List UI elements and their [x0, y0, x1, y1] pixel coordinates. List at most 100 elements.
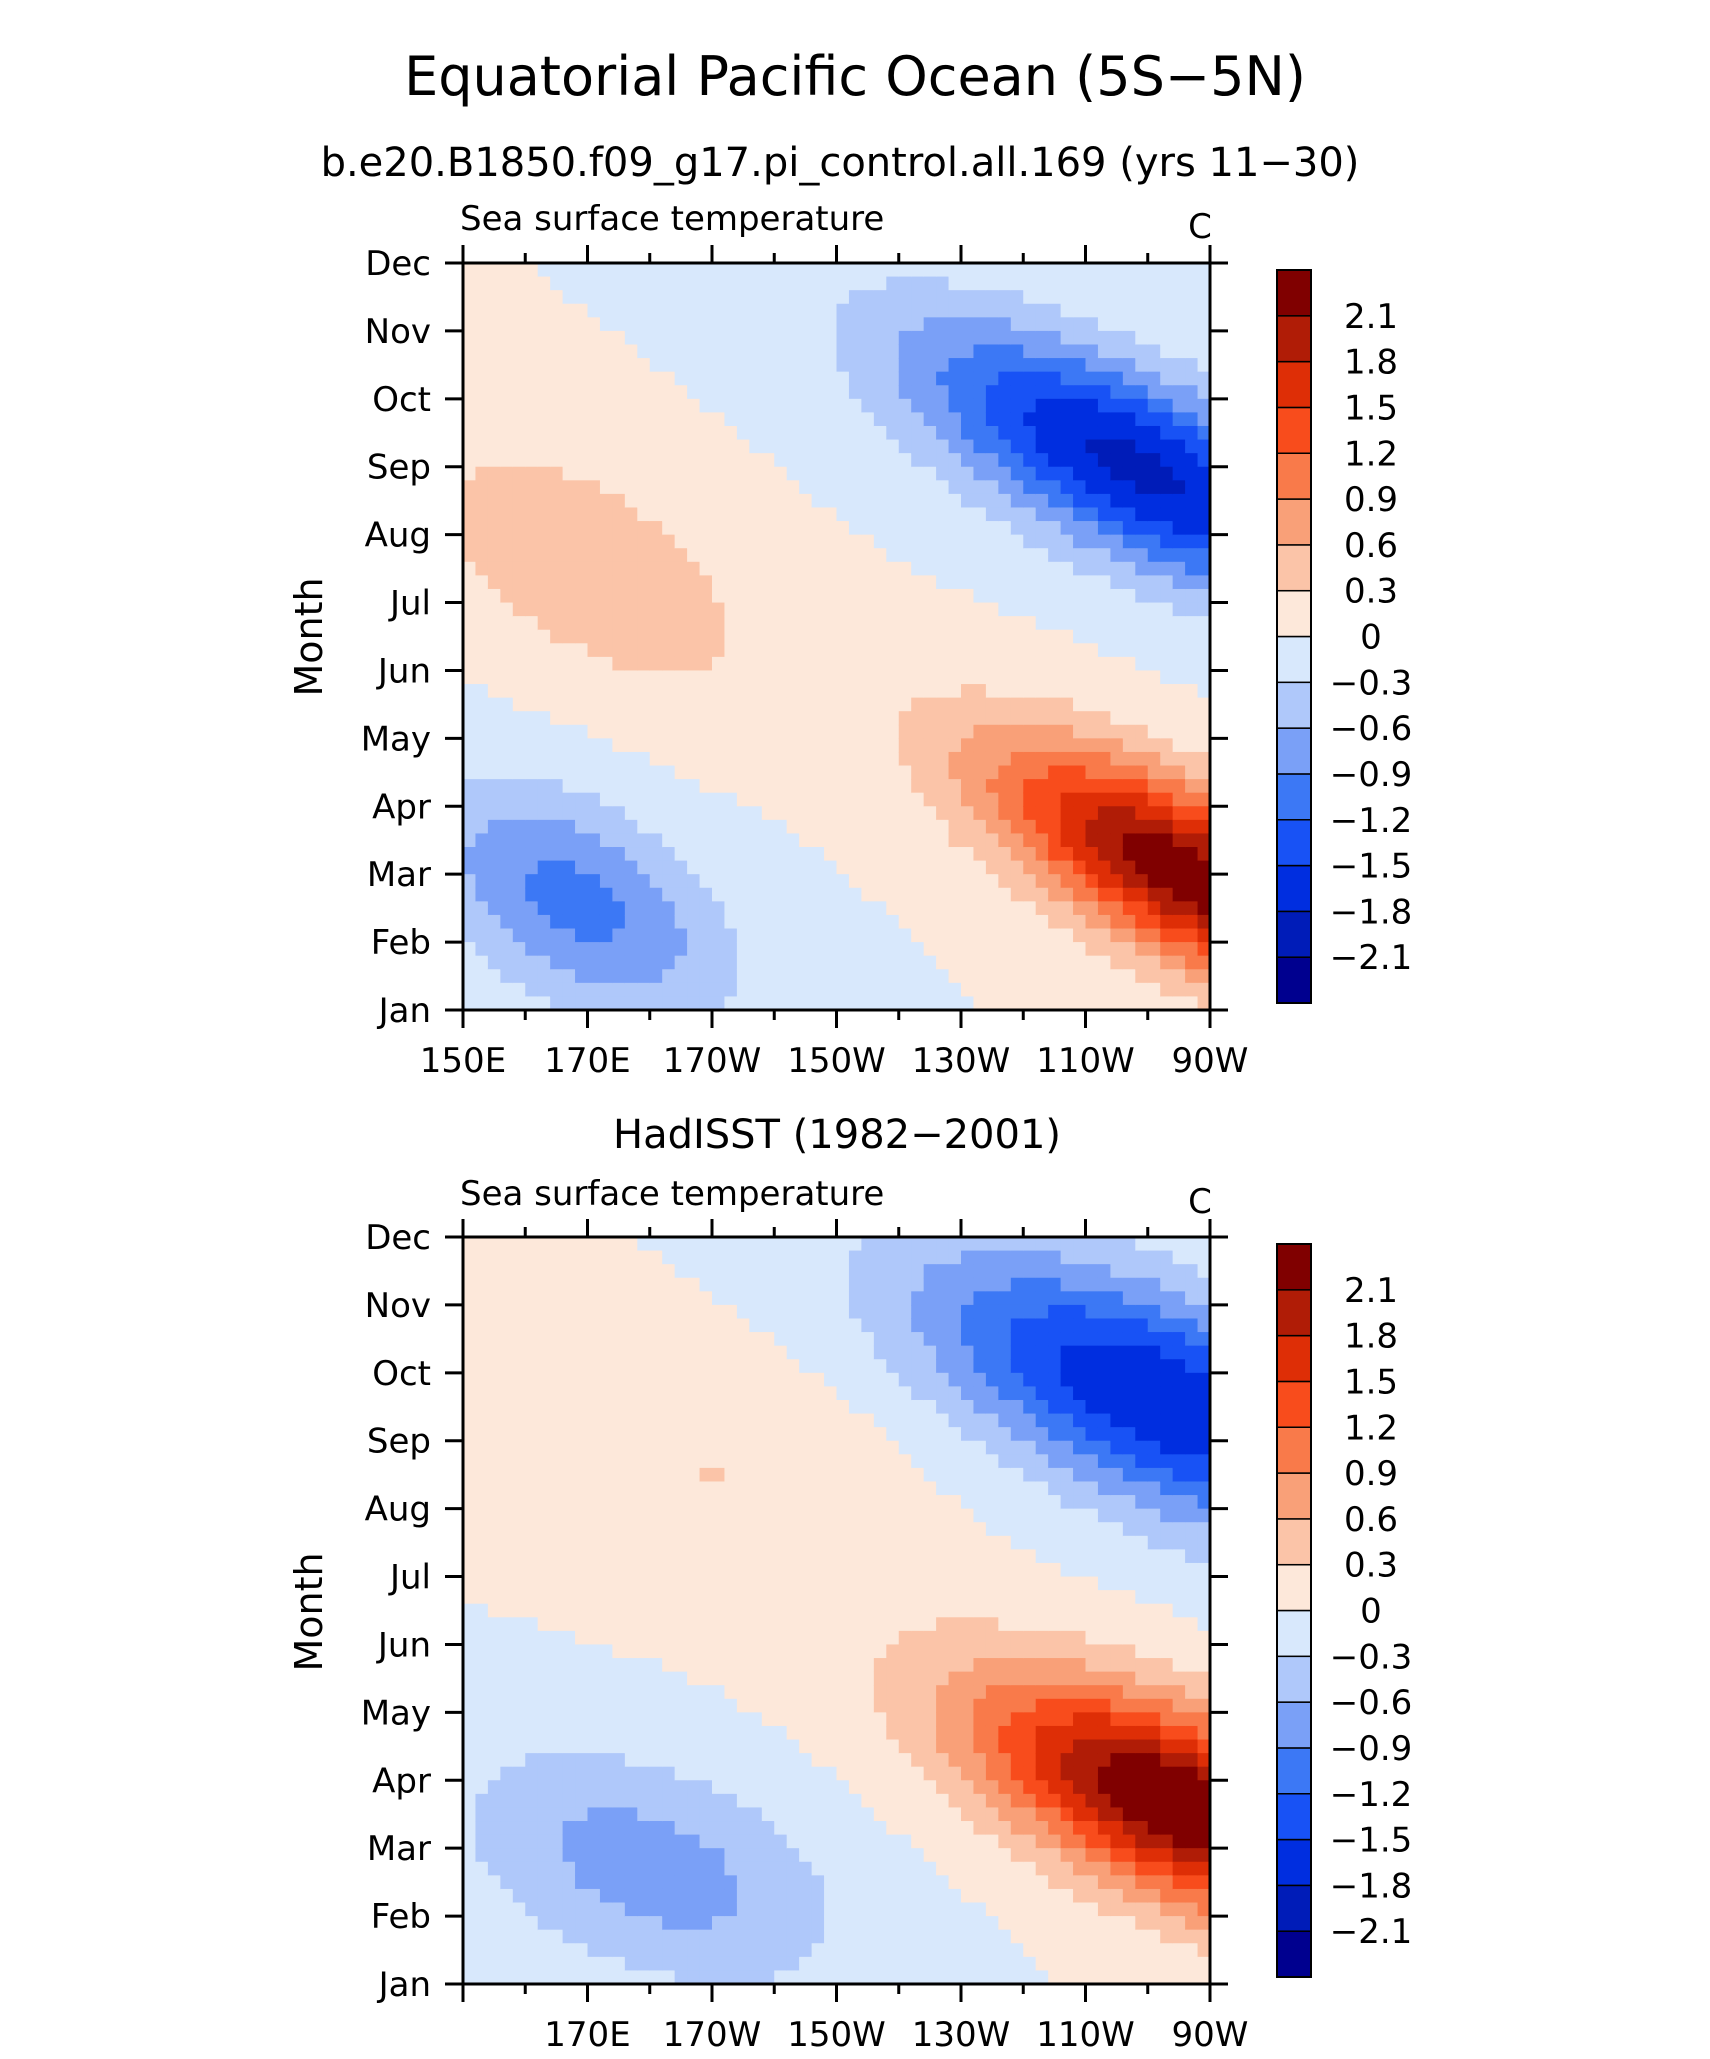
contour-cell: [873, 670, 887, 685]
contour-cell: [749, 602, 763, 617]
contour-cell: [687, 1562, 701, 1578]
contour-cell: [537, 1698, 551, 1713]
contour-cell: [637, 534, 651, 549]
contour-cell: [761, 1780, 775, 1795]
contour-cell: [649, 1658, 663, 1673]
contour-cell: [475, 1522, 489, 1537]
contour-cell: [550, 439, 564, 454]
contour-cell: [487, 847, 501, 862]
contour-cell: [749, 425, 763, 441]
contour-cell: [463, 1916, 477, 1931]
contour-cell: [562, 1549, 576, 1564]
contour-cell: [1073, 955, 1087, 970]
contour-cell: [1147, 480, 1161, 495]
contour-cell: [525, 1793, 539, 1809]
contour-cell: [687, 534, 701, 549]
contour-cell: [699, 276, 713, 291]
contour-cell: [463, 466, 477, 481]
contour-cell: [612, 1861, 626, 1876]
contour-cell: [637, 1318, 651, 1333]
contour-cell: [936, 982, 950, 998]
contour-cell: [674, 996, 688, 1011]
contour-cell: [1122, 887, 1136, 902]
contour-cell: [1060, 263, 1074, 278]
contour-cell: [687, 1685, 701, 1700]
contour-cell: [687, 1495, 701, 1510]
contour-cell: [998, 534, 1012, 549]
contour-cell: [1185, 398, 1199, 413]
contour-cell: [1160, 847, 1174, 862]
contour-cell: [512, 874, 526, 889]
contour-cell: [749, 616, 763, 631]
contour-cell: [799, 1481, 813, 1496]
contour-cell: [961, 670, 975, 685]
contour-cell: [649, 1481, 663, 1496]
panel-model-colorbar: 2.11.81.51.20.90.60.30−0.3−0.6−0.9−1.2−1…: [1276, 269, 1412, 1004]
contour-cell: [786, 819, 800, 835]
contour-cell: [562, 371, 576, 386]
contour-cell: [1160, 493, 1174, 509]
contour-cell: [463, 1685, 477, 1700]
contour-cell: [861, 792, 875, 807]
contour-cell: [463, 1522, 477, 1537]
contour-cell: [475, 847, 489, 862]
contour-cell: [487, 887, 501, 902]
contour-cell: [562, 901, 576, 916]
contour-cell: [1110, 751, 1124, 767]
contour-cell: [898, 263, 912, 278]
panel-obs-units: C: [1188, 1182, 1212, 1222]
contour-cell: [1160, 439, 1174, 454]
contour-cell: [550, 290, 564, 305]
contour-cell: [1023, 779, 1037, 794]
contour-cell: [824, 684, 838, 699]
contour-cell: [786, 466, 800, 481]
contour-cell: [699, 1427, 713, 1442]
contour-cell: [761, 670, 775, 685]
contour-cell: [525, 1590, 539, 1605]
contour-cell: [811, 1399, 825, 1415]
contour-cell: [662, 1590, 676, 1605]
contour-cell: [562, 317, 576, 332]
contour-cell: [749, 1590, 763, 1605]
contour-cell: [500, 1943, 514, 1958]
contour-cell: [749, 453, 763, 468]
contour-cell: [599, 887, 613, 902]
contour-cell: [1073, 330, 1087, 346]
contour-cell: [1185, 670, 1199, 685]
contour-cell: [537, 425, 551, 441]
contour-cell: [774, 1372, 788, 1387]
contour-cell: [537, 1929, 551, 1944]
contour-cell: [487, 1399, 501, 1415]
contour-cell: [587, 1970, 601, 1985]
contour-cell: [749, 643, 763, 658]
contour-cell: [848, 969, 862, 984]
contour-cell: [512, 439, 526, 454]
contour-cell: [699, 928, 713, 943]
contour-cell: [1010, 534, 1024, 549]
contour-cell: [550, 1250, 564, 1265]
contour-cell: [1185, 643, 1199, 658]
contour-cell: [512, 1590, 526, 1605]
contour-cell: [612, 534, 626, 549]
contour-cell: [749, 1888, 763, 1904]
contour-cell: [537, 1508, 551, 1523]
contour-cell: [1122, 371, 1136, 386]
contour-cell: [637, 561, 651, 576]
contour-cell: [463, 1848, 477, 1863]
contour-cell: [463, 1807, 477, 1822]
contour-cell: [1035, 738, 1049, 753]
contour-cell: [848, 616, 862, 631]
contour-cell: [687, 1698, 701, 1713]
contour-cell: [550, 371, 564, 386]
contour-cell: [911, 330, 925, 346]
contour-cell: [475, 588, 489, 604]
contour-cell: [786, 1535, 800, 1550]
y-tick-label: Jul: [388, 584, 431, 624]
y-tick-label: Nov: [365, 312, 431, 352]
contour-cell: [537, 1848, 551, 1863]
contour-cell: [724, 263, 738, 278]
contour-cell: [637, 1508, 651, 1523]
contour-cell: [1135, 887, 1149, 902]
contour-cell: [1010, 425, 1024, 441]
contour-cell: [786, 1562, 800, 1578]
